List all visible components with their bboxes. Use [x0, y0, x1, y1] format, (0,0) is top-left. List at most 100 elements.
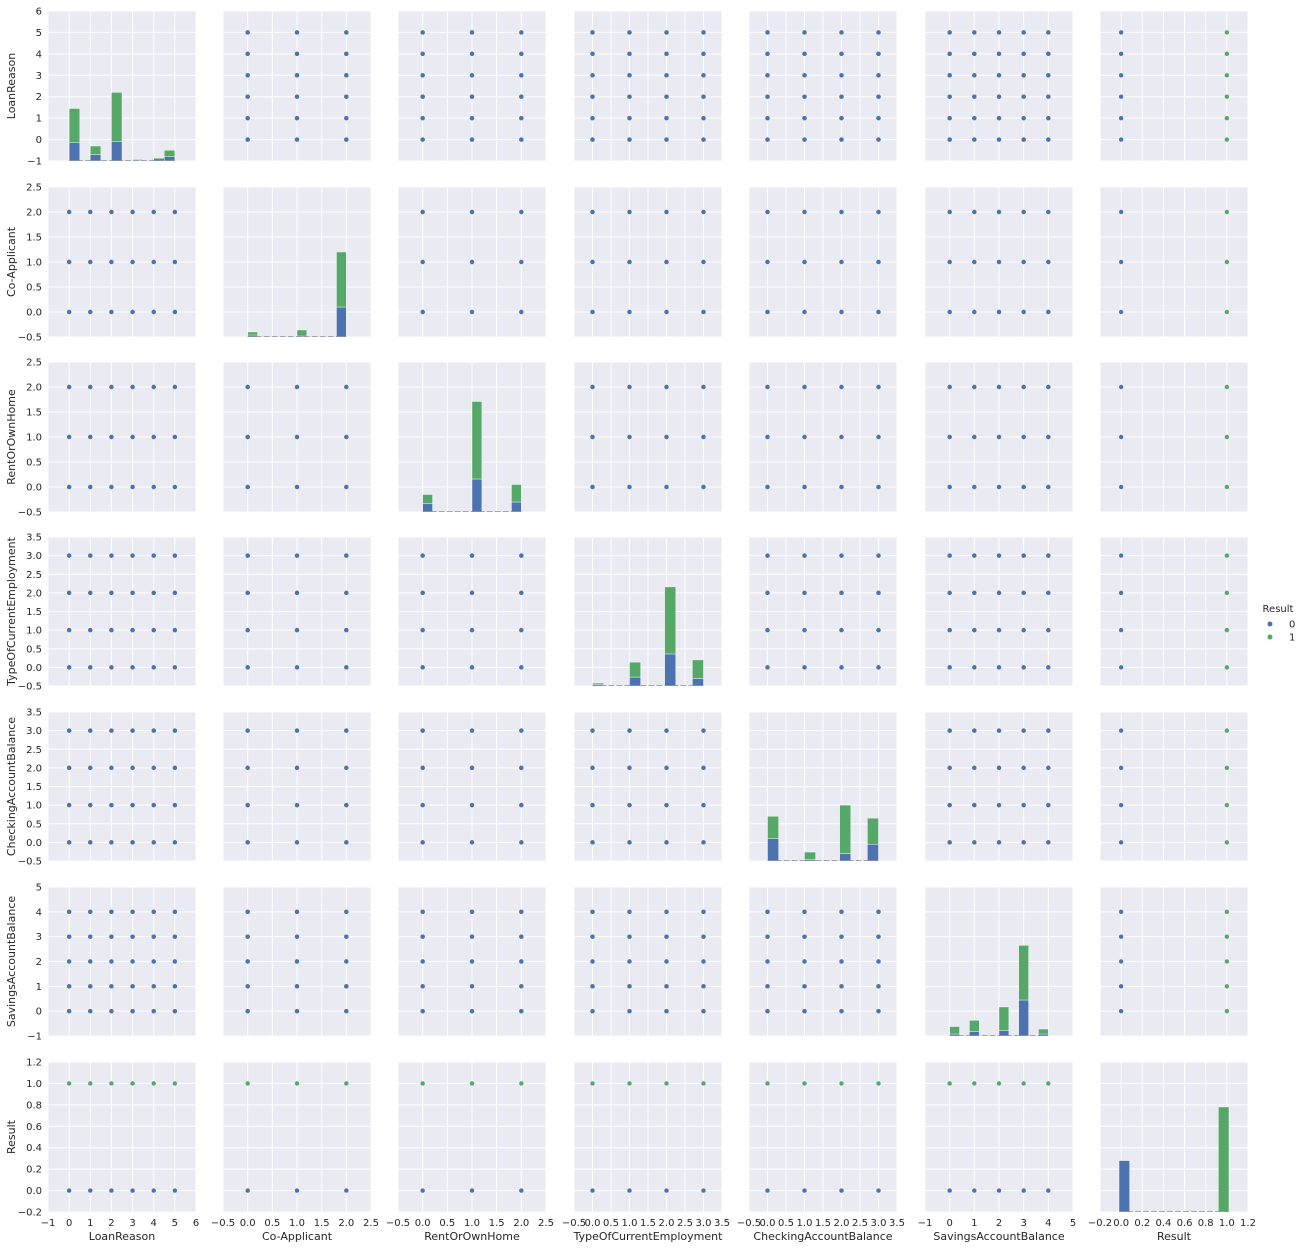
point-hue-0 [765, 1008, 770, 1014]
x-tick-label-loanreason: 6 [193, 1218, 199, 1229]
point-hue-0 [344, 802, 349, 808]
point-hue-0 [245, 590, 250, 596]
point-hue-1 [1224, 209, 1230, 215]
point-hue-0 [839, 553, 844, 558]
point-hue-0 [172, 627, 178, 633]
point-hue-0 [972, 51, 977, 57]
point-hue-1 [519, 1081, 524, 1086]
hist-bar-1-loanreason-0 [68, 108, 80, 143]
point-hue-0 [172, 728, 178, 733]
x-tick-label-checkingaccountbalance: 1.5 [815, 1218, 831, 1229]
point-hue-0 [627, 959, 632, 964]
point-hue-0 [109, 934, 114, 939]
point-hue-1 [1224, 30, 1230, 35]
point-hue-0 [469, 909, 475, 915]
y-tick-label-savingsaccountbalance: 2 [36, 957, 42, 968]
point-hue-0 [876, 1188, 881, 1193]
point-hue-0 [151, 627, 156, 633]
point-hue-0 [627, 728, 632, 733]
point-hue-0 [1046, 802, 1051, 808]
point-hue-0 [469, 1188, 475, 1193]
point-hue-0 [802, 553, 807, 558]
point-hue-0 [701, 728, 706, 733]
point-hue-0 [1046, 665, 1051, 670]
point-hue-0 [802, 909, 807, 915]
point-hue-0 [245, 934, 250, 939]
point-hue-0 [590, 909, 595, 915]
point-hue-0 [1046, 73, 1051, 78]
point-hue-0 [172, 802, 178, 808]
x-tick-label-co-applicant: −0.5 [211, 1218, 235, 1229]
point-hue-0 [1046, 209, 1051, 215]
y-tick-label-loanreason: 5 [36, 28, 42, 39]
panel-co-applicant-vs-savingsaccountbalance [924, 186, 1074, 338]
point-hue-0 [130, 1008, 135, 1014]
point-hue-0 [802, 73, 807, 78]
point-hue-0 [876, 434, 881, 440]
point-hue-0 [245, 840, 250, 845]
point-hue-0 [66, 728, 72, 733]
point-hue-0 [765, 959, 770, 964]
y-tick-label-savingsaccountbalance: 5 [36, 883, 42, 894]
point-hue-0 [972, 384, 977, 390]
point-hue-0 [420, 309, 425, 315]
x-tick-label-savingsaccountbalance: 3 [1020, 1218, 1026, 1229]
point-hue-0 [245, 728, 250, 733]
point-hue-0 [590, 1188, 595, 1193]
point-hue-0 [996, 553, 1002, 558]
y-tick-label-rentorownhome: 0.5 [26, 458, 42, 469]
point-hue-0 [130, 553, 135, 558]
point-hue-0 [130, 665, 135, 670]
point-hue-0 [765, 934, 770, 939]
point-hue-0 [1118, 384, 1124, 390]
point-hue-0 [130, 209, 135, 215]
point-hue-1 [130, 1081, 135, 1086]
point-hue-0 [344, 94, 349, 99]
panel-result-vs-savingsaccountbalance: −1 0 1 2 3 4 5 SavingsAccountBalance [918, 1061, 1076, 1243]
point-hue-0 [294, 984, 300, 989]
x-axis-label-loanreason: LoanReason [89, 1230, 155, 1243]
hist-bar-1-savingsaccountbalance-1 [969, 1020, 980, 1032]
panel-loanreason-vs-co-applicant [222, 10, 372, 162]
point-hue-0 [802, 590, 807, 596]
point-hue-0 [876, 484, 881, 490]
x-tick-label-loanreason: 2 [108, 1218, 114, 1229]
x-tick-label-savingsaccountbalance: 4 [1045, 1218, 1051, 1229]
point-hue-0 [172, 209, 178, 215]
point-hue-0 [1118, 909, 1124, 915]
y-tick-label-typeofcurrentemployment: 0.5 [26, 644, 42, 655]
point-hue-0 [876, 137, 881, 142]
hist-bar-1-co-applicant-0 [247, 331, 258, 336]
point-hue-0 [1021, 484, 1026, 490]
point-hue-1 [1224, 627, 1230, 633]
point-hue-0 [245, 484, 250, 490]
point-hue-0 [947, 137, 952, 142]
panel-co-applicant-vs-result [1099, 186, 1249, 338]
point-hue-0 [130, 959, 135, 964]
point-hue-0 [151, 384, 156, 390]
point-hue-0 [972, 209, 977, 215]
panel-checkingaccountbalance-vs-typeofcurrentemployment [573, 711, 723, 862]
point-hue-0 [294, 909, 300, 915]
x-tick-label-result: 0.8 [1198, 1218, 1214, 1229]
point-hue-0 [88, 840, 93, 845]
y-tick-label-result: −0.2 [18, 1208, 42, 1219]
point-hue-0 [294, 840, 300, 845]
point-hue-0 [876, 1008, 881, 1014]
point-hue-1 [66, 1081, 72, 1086]
point-hue-0 [839, 309, 844, 315]
point-hue-0 [1118, 137, 1124, 142]
point-hue-0 [88, 728, 93, 733]
point-hue-0 [469, 553, 475, 558]
point-hue-0 [66, 434, 72, 440]
point-hue-0 [88, 259, 93, 265]
point-hue-0 [66, 802, 72, 808]
point-hue-0 [88, 765, 93, 771]
point-hue-0 [109, 909, 114, 915]
point-hue-0 [294, 94, 300, 99]
point-hue-0 [420, 590, 425, 596]
point-hue-0 [1021, 30, 1026, 35]
point-hue-0 [590, 137, 595, 142]
panel-savingsaccountbalance-vs-co-applicant [222, 886, 372, 1037]
y-tick-label-savingsaccountbalance: 1 [36, 982, 42, 993]
